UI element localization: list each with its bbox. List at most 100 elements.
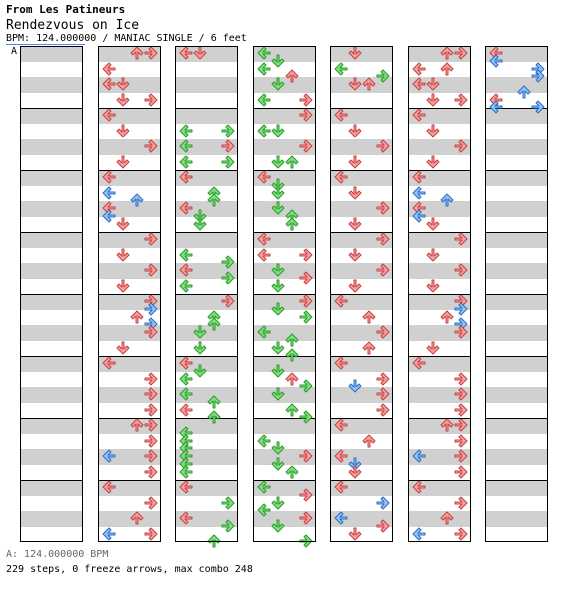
arrow-left-icon	[179, 480, 193, 494]
beat-stripe	[485, 170, 548, 186]
arrow-right-icon	[454, 418, 467, 432]
beat-stripe	[485, 201, 548, 217]
arrow-left-icon	[412, 186, 425, 199]
arrow-left-icon	[334, 170, 348, 184]
beat-stripe	[252, 232, 316, 248]
arrow-down-icon	[348, 155, 362, 168]
arrow-left-icon	[412, 480, 425, 494]
arrow-left-icon	[412, 62, 425, 75]
arrow-right-icon	[221, 294, 235, 308]
arrow-up-icon	[285, 69, 298, 83]
measure-line	[175, 232, 238, 233]
arrow-left-icon	[102, 480, 115, 494]
arrow-left-icon	[102, 209, 115, 223]
arrow-left-icon	[179, 356, 193, 370]
arrow-right-icon	[454, 139, 467, 153]
beat-stripe	[485, 139, 548, 155]
measure-line	[330, 356, 393, 357]
measure-line	[252, 356, 316, 357]
measure-line	[407, 480, 471, 481]
arrow-down-icon	[271, 54, 284, 68]
beat-stripe	[175, 356, 238, 372]
arrow-up-icon	[130, 418, 143, 432]
beat-stripe	[330, 201, 393, 217]
arrow-left-icon	[179, 170, 193, 184]
measure-line	[175, 356, 238, 357]
arrow-right-icon	[299, 310, 312, 323]
beat-stripe	[330, 139, 393, 155]
beat-stripe	[407, 201, 471, 217]
arrow-right-icon	[299, 294, 312, 308]
beat-stripe	[97, 480, 161, 496]
arrow-right-icon	[221, 139, 235, 153]
chart-column	[407, 46, 471, 542]
arrow-up-icon	[440, 46, 453, 60]
arrow-left-icon	[179, 511, 193, 525]
arrow-down-icon	[116, 155, 129, 168]
beat-stripe	[252, 201, 316, 217]
arrow-left-icon	[257, 248, 270, 261]
beat-stripe	[20, 387, 83, 403]
arrow-down-icon	[193, 46, 207, 60]
measure-line	[175, 418, 238, 419]
arrow-right-icon	[454, 325, 467, 339]
beat-stripe	[20, 263, 83, 279]
arrow-right-icon	[376, 325, 390, 339]
arrow-right-icon	[144, 93, 157, 106]
arrow-right-icon	[454, 46, 467, 60]
measure-line	[485, 294, 548, 295]
arrow-right-icon	[299, 108, 312, 122]
beat-stripe	[20, 418, 83, 434]
arrow-down-icon	[426, 217, 439, 230]
arrow-up-icon	[362, 341, 376, 354]
arrow-down-icon	[426, 93, 439, 106]
beat-stripe	[330, 77, 393, 93]
beat-stripe	[175, 201, 238, 217]
arrow-left-icon	[412, 170, 425, 184]
beat-stripe	[407, 356, 471, 372]
arrow-left-icon	[257, 503, 270, 517]
measure-line	[20, 418, 83, 419]
measure-line	[175, 294, 238, 295]
arrow-left-icon	[102, 527, 115, 540]
beat-stripe	[252, 294, 316, 310]
arrow-left-icon	[179, 46, 193, 60]
measure-line	[485, 170, 548, 171]
section-label-a: A	[11, 46, 18, 57]
beat-stripe	[20, 294, 83, 310]
beat-stripe	[485, 387, 548, 403]
arrow-right-icon	[376, 232, 390, 246]
beat-stripe	[330, 232, 393, 248]
arrow-down-icon	[271, 201, 284, 215]
beat-stripe	[252, 46, 316, 62]
arrow-right-icon	[299, 511, 312, 525]
beat-stripe	[20, 77, 83, 93]
arrow-right-icon	[531, 69, 545, 83]
arrow-right-icon	[454, 302, 467, 316]
beat-stripe	[20, 201, 83, 217]
arrow-up-icon	[285, 333, 298, 347]
beat-stripe	[485, 232, 548, 248]
beat-stripe	[97, 201, 161, 217]
beat-stripe	[252, 418, 316, 434]
beat-stripe	[485, 356, 548, 372]
arrow-right-icon	[454, 263, 467, 277]
measure-line	[330, 170, 393, 171]
arrow-left-icon	[334, 480, 348, 494]
beat-stripe	[175, 325, 238, 341]
bpm-underline	[6, 44, 85, 45]
arrow-right-icon	[144, 465, 157, 478]
beat-stripe	[175, 46, 238, 62]
beat-stripe	[97, 449, 161, 465]
arrow-up-icon	[130, 193, 143, 207]
arrow-up-icon	[130, 46, 143, 60]
beat-stripe	[407, 387, 471, 403]
measure-line	[175, 480, 238, 481]
beat-stripe	[330, 46, 393, 62]
arrow-right-icon	[299, 534, 312, 548]
beat-stripe	[485, 325, 548, 341]
arrow-left-icon	[179, 387, 193, 401]
arrow-down-icon	[271, 387, 284, 401]
beat-stripe	[97, 108, 161, 124]
measure-line	[485, 356, 548, 357]
